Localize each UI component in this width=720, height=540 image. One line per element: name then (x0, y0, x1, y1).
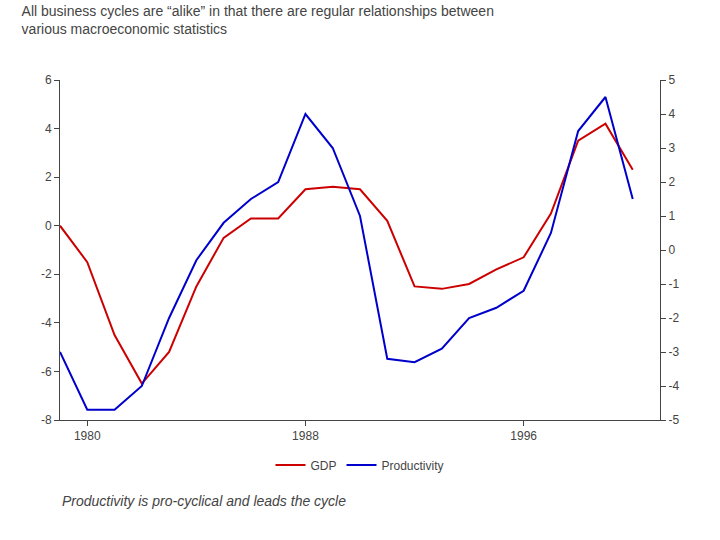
svg-text:Productivity is pro-cyclical a: Productivity is pro-cyclical and leads t… (62, 493, 346, 509)
svg-text:-8: -8 (41, 413, 52, 427)
svg-text:4: 4 (668, 107, 675, 121)
svg-text:2: 2 (45, 170, 52, 184)
svg-text:-2: -2 (41, 267, 52, 281)
svg-text:-2: -2 (668, 311, 679, 325)
svg-text:2: 2 (668, 175, 675, 189)
svg-text:-1: -1 (668, 277, 679, 291)
svg-text:-5: -5 (668, 413, 679, 427)
svg-text:All business cycles are “alike: All business cycles are “alike” in that … (22, 3, 494, 37)
svg-text:-6: -6 (41, 365, 52, 379)
svg-text:0: 0 (668, 243, 675, 257)
svg-text:-4: -4 (668, 379, 679, 393)
svg-text:3: 3 (668, 141, 675, 155)
svg-text:5: 5 (668, 73, 675, 87)
svg-text:4: 4 (45, 122, 52, 136)
svg-text:Productivity: Productivity (382, 459, 444, 473)
svg-text:1980: 1980 (74, 429, 101, 443)
svg-text:-4: -4 (41, 316, 52, 330)
svg-text:1996: 1996 (510, 429, 537, 443)
svg-text:6: 6 (45, 73, 52, 87)
svg-text:GDP: GDP (311, 459, 337, 473)
svg-text:0: 0 (45, 219, 52, 233)
svg-text:1: 1 (668, 209, 675, 223)
svg-text:-3: -3 (668, 345, 679, 359)
svg-text:1988: 1988 (292, 429, 319, 443)
